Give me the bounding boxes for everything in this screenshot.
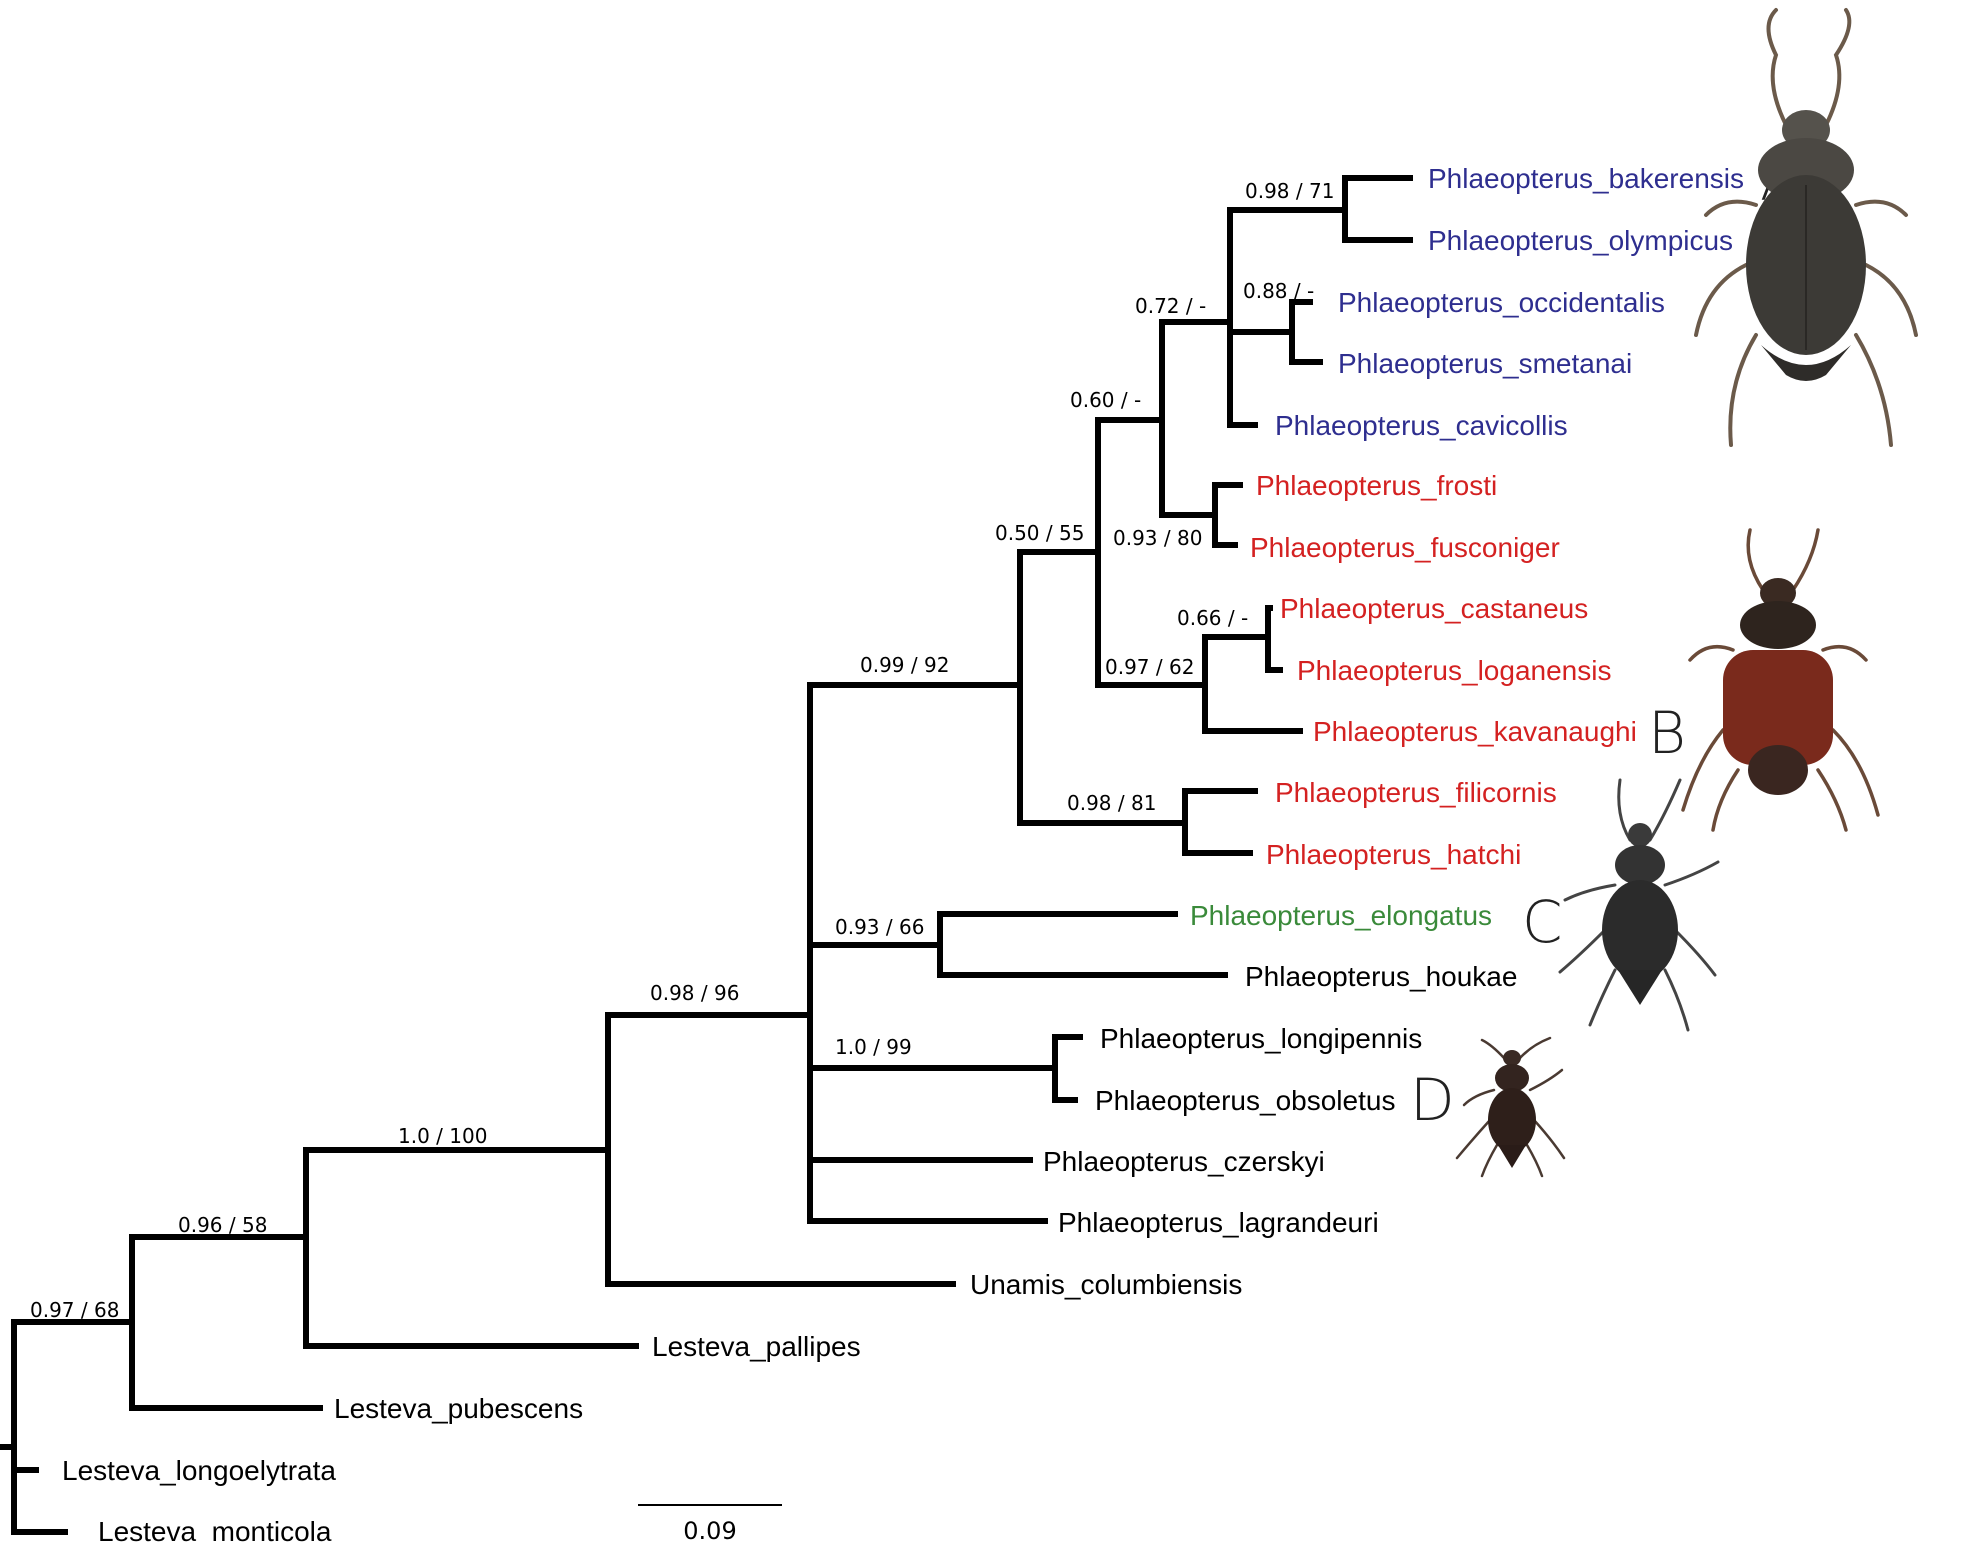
- support-value: 0.50 / 55: [995, 521, 1084, 545]
- tip-label: Phlaeopterus_obsoletus: [1095, 1085, 1395, 1116]
- panel-label-b: B: [1648, 699, 1686, 767]
- tip-label: Unamis_columbiensis: [970, 1269, 1242, 1300]
- tip-label: Phlaeopterus_lagrandeuri: [1058, 1207, 1379, 1238]
- tip-label: Lesteva_pubescens: [334, 1393, 583, 1424]
- tip-label: Phlaeopterus_castaneus: [1280, 593, 1588, 624]
- support-value: 0.98 / 96: [650, 981, 739, 1005]
- tip-label: Lesteva_longoelytrata: [62, 1455, 336, 1486]
- support-value: 0.97 / 68: [30, 1298, 119, 1322]
- tip-label: Phlaeopterus_frosti: [1256, 470, 1497, 501]
- tip-label: Phlaeopterus_fusconiger: [1250, 532, 1560, 563]
- tip-label: Phlaeopterus_filicornis: [1275, 777, 1557, 808]
- support-value: 0.72 / -: [1135, 294, 1206, 318]
- panel-label-c: C: [1522, 888, 1563, 956]
- support-value: 0.88 / -: [1243, 279, 1314, 303]
- beetle-c-image: [1558, 778, 1720, 1032]
- tip-label: Phlaeopterus_kavanaughi: [1313, 716, 1637, 747]
- support-values: 0.98 / 71 0.88 / - 0.72 / - 0.93 / 80 0.…: [30, 179, 1334, 1322]
- support-value: 1.0 / 100: [398, 1124, 487, 1148]
- beetle-b-image: [1681, 528, 1880, 832]
- tip-label: Phlaeopterus_loganensis: [1297, 655, 1611, 686]
- scale-bar: 0.09: [638, 1504, 782, 1544]
- beetle-a-image: [1694, 8, 1918, 447]
- beetle-d-image: [1455, 1036, 1566, 1178]
- tip-label: Phlaeopterus_elongatus: [1190, 900, 1492, 931]
- tip-label: Phlaeopterus_bakerensis: [1428, 163, 1744, 194]
- tree-branches: [0, 175, 1413, 1535]
- scale-bar-label: 0.09: [683, 1517, 736, 1544]
- panel-labels: A B C D: [1410, 146, 1800, 1134]
- support-value: 0.93 / 66: [835, 915, 924, 939]
- support-value: 0.99 / 92: [860, 653, 949, 677]
- support-value: 0.98 / 81: [1067, 791, 1156, 815]
- support-value: 0.98 / 71: [1245, 179, 1334, 203]
- support-value: 0.93 / 80: [1113, 526, 1202, 550]
- support-value: 1.0 / 99: [835, 1035, 912, 1059]
- tip-label: Phlaeopterus_smetanai: [1338, 348, 1632, 379]
- support-value: 0.96 / 58: [178, 1213, 267, 1237]
- support-value: 0.60 / -: [1070, 388, 1141, 412]
- tip-label: Phlaeopterus_occidentalis: [1338, 287, 1665, 318]
- support-value: 0.66 / -: [1177, 606, 1248, 630]
- tip-label: Lesteva_monticola: [98, 1516, 332, 1544]
- tip-label: Lesteva_pallipes: [652, 1331, 861, 1362]
- tip-label: Phlaeopterus_cavicollis: [1275, 410, 1568, 441]
- tip-label: Phlaeopterus_hatchi: [1266, 839, 1521, 870]
- tip-label: Phlaeopterus_houkae: [1245, 961, 1517, 992]
- panel-label-d: D: [1410, 1066, 1455, 1134]
- tip-label: Phlaeopterus_longipennis: [1100, 1023, 1422, 1054]
- tip-label: Phlaeopterus_czerskyi: [1043, 1146, 1325, 1177]
- tip-label: Phlaeopterus_olympicus: [1428, 225, 1733, 256]
- tip-labels: Phlaeopterus_bakerensis Phlaeopterus_oly…: [62, 163, 1744, 1544]
- support-value: 0.97 / 62: [1105, 655, 1194, 679]
